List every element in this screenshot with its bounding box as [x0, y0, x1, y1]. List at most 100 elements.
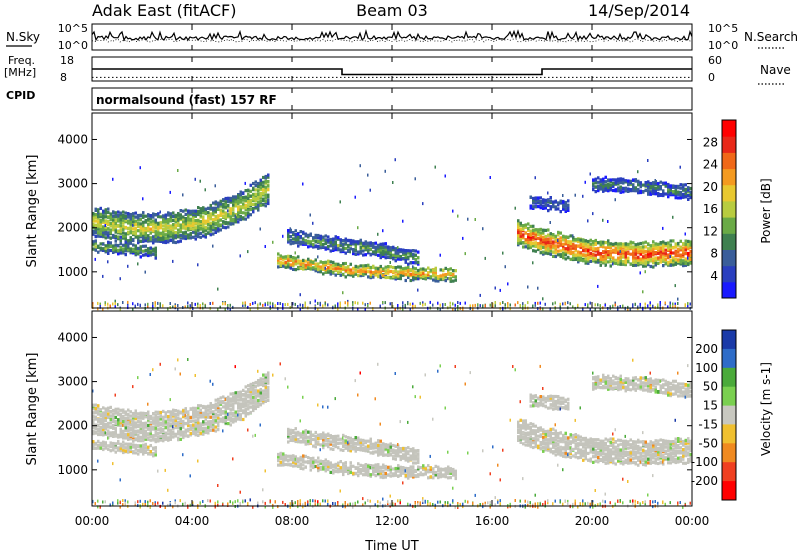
- echo-cell: [239, 205, 242, 209]
- echo-cell: [332, 247, 335, 251]
- clutter-cell: [337, 304, 339, 308]
- echo-cell: [282, 457, 285, 461]
- echo-cell: [134, 411, 137, 415]
- echo-cell: [124, 247, 127, 251]
- echo-cell: [137, 423, 140, 427]
- echo-cell: [224, 205, 227, 209]
- echo-cell: [254, 385, 257, 389]
- clutter-cell: [127, 300, 129, 304]
- echo-cell: [542, 228, 545, 232]
- echo-cell: [247, 192, 250, 196]
- echo-cell: [229, 200, 232, 204]
- echo-cell: [372, 250, 375, 254]
- echo-cell: [147, 417, 150, 421]
- echo-cell: [159, 231, 162, 235]
- echo-cell: [114, 411, 117, 415]
- echo-cell: [167, 221, 170, 225]
- echo-cell: [192, 423, 195, 427]
- echo-cell: [527, 228, 530, 232]
- echo-cell: [137, 416, 140, 420]
- echo-cell: [389, 253, 392, 257]
- echo-cell: [109, 218, 112, 222]
- echo-cell: [309, 461, 312, 465]
- echo-cell: [679, 262, 682, 266]
- echo-cell: [129, 219, 132, 223]
- echo-cell: [407, 265, 410, 269]
- echo-cell: [209, 428, 212, 432]
- echo-cell: [199, 220, 202, 224]
- echo-cell: [389, 246, 392, 250]
- echo-cell: [174, 233, 177, 237]
- echo-cell: [172, 421, 175, 425]
- echo-cell: [149, 236, 152, 240]
- echo-cell: [137, 412, 140, 416]
- echo-cell: [187, 223, 190, 228]
- echo-cell: [314, 258, 317, 262]
- echo-cell: [217, 220, 220, 224]
- clutter-cell: [284, 303, 286, 307]
- echo-cell: [319, 234, 322, 238]
- echo-cell: [404, 260, 407, 264]
- clutter-cell: [262, 500, 264, 504]
- echo-cell: [339, 266, 342, 270]
- echo-cell: [339, 441, 342, 445]
- clutter-cell: [299, 307, 301, 311]
- echo-cell: [599, 183, 602, 187]
- echo-cell: [304, 241, 307, 245]
- echo-cell: [109, 405, 112, 409]
- echo-cell: [129, 238, 132, 242]
- echo-cell: [232, 211, 235, 215]
- echo-cell: [132, 212, 135, 216]
- echo-cell: [199, 223, 202, 227]
- echo-cell: [284, 263, 287, 267]
- echo-cell: [212, 201, 215, 205]
- clutter-cell: [174, 499, 176, 503]
- echo-cell: [359, 240, 362, 244]
- clutter-cell: [484, 304, 486, 308]
- echo-cell: [134, 424, 137, 428]
- echo-cell: [134, 443, 137, 447]
- noise-cell: [584, 180, 586, 184]
- noise-cell: [514, 206, 516, 210]
- echo-cell: [222, 220, 225, 224]
- echo-cell: [249, 213, 252, 217]
- clutter-cell: [364, 303, 366, 307]
- clutter-cell: [439, 303, 441, 307]
- echo-cell: [319, 246, 322, 250]
- echo-cell: [664, 183, 667, 188]
- noise-cell: [132, 385, 134, 389]
- echo-cell: [94, 245, 97, 249]
- noise-cell: [377, 232, 379, 236]
- echo-cell: [232, 407, 235, 411]
- echo-cell: [447, 268, 450, 272]
- echo-cell: [302, 264, 305, 268]
- echo-cell: [157, 226, 160, 230]
- clutter-cell: [147, 302, 149, 306]
- echo-cell: [627, 187, 630, 191]
- echo-cell: [142, 437, 145, 441]
- echo-cell: [289, 428, 292, 432]
- clutter-cell: [424, 302, 426, 306]
- echo-cell: [139, 222, 142, 226]
- echo-cell: [399, 277, 402, 281]
- clutter-cell: [134, 304, 136, 308]
- echo-cell: [229, 423, 232, 427]
- noise-cell: [382, 229, 384, 233]
- echo-cell: [247, 204, 250, 208]
- echo-cell: [257, 181, 260, 186]
- echo-cell: [359, 268, 362, 272]
- clutter-cell: [507, 304, 509, 308]
- echo-cell: [649, 264, 652, 269]
- echo-cell: [152, 225, 155, 229]
- echo-cell: [339, 437, 342, 441]
- echo-cell: [657, 182, 660, 186]
- clutter-cell: [132, 307, 134, 311]
- echo-cell: [237, 211, 240, 215]
- clutter-cell: [229, 500, 231, 504]
- echo-cell: [107, 245, 110, 249]
- echo-cell: [167, 438, 170, 442]
- echo-cell: [669, 239, 672, 243]
- echo-cell: [639, 257, 642, 261]
- echo-cell: [154, 230, 157, 234]
- echo-cell: [672, 190, 675, 194]
